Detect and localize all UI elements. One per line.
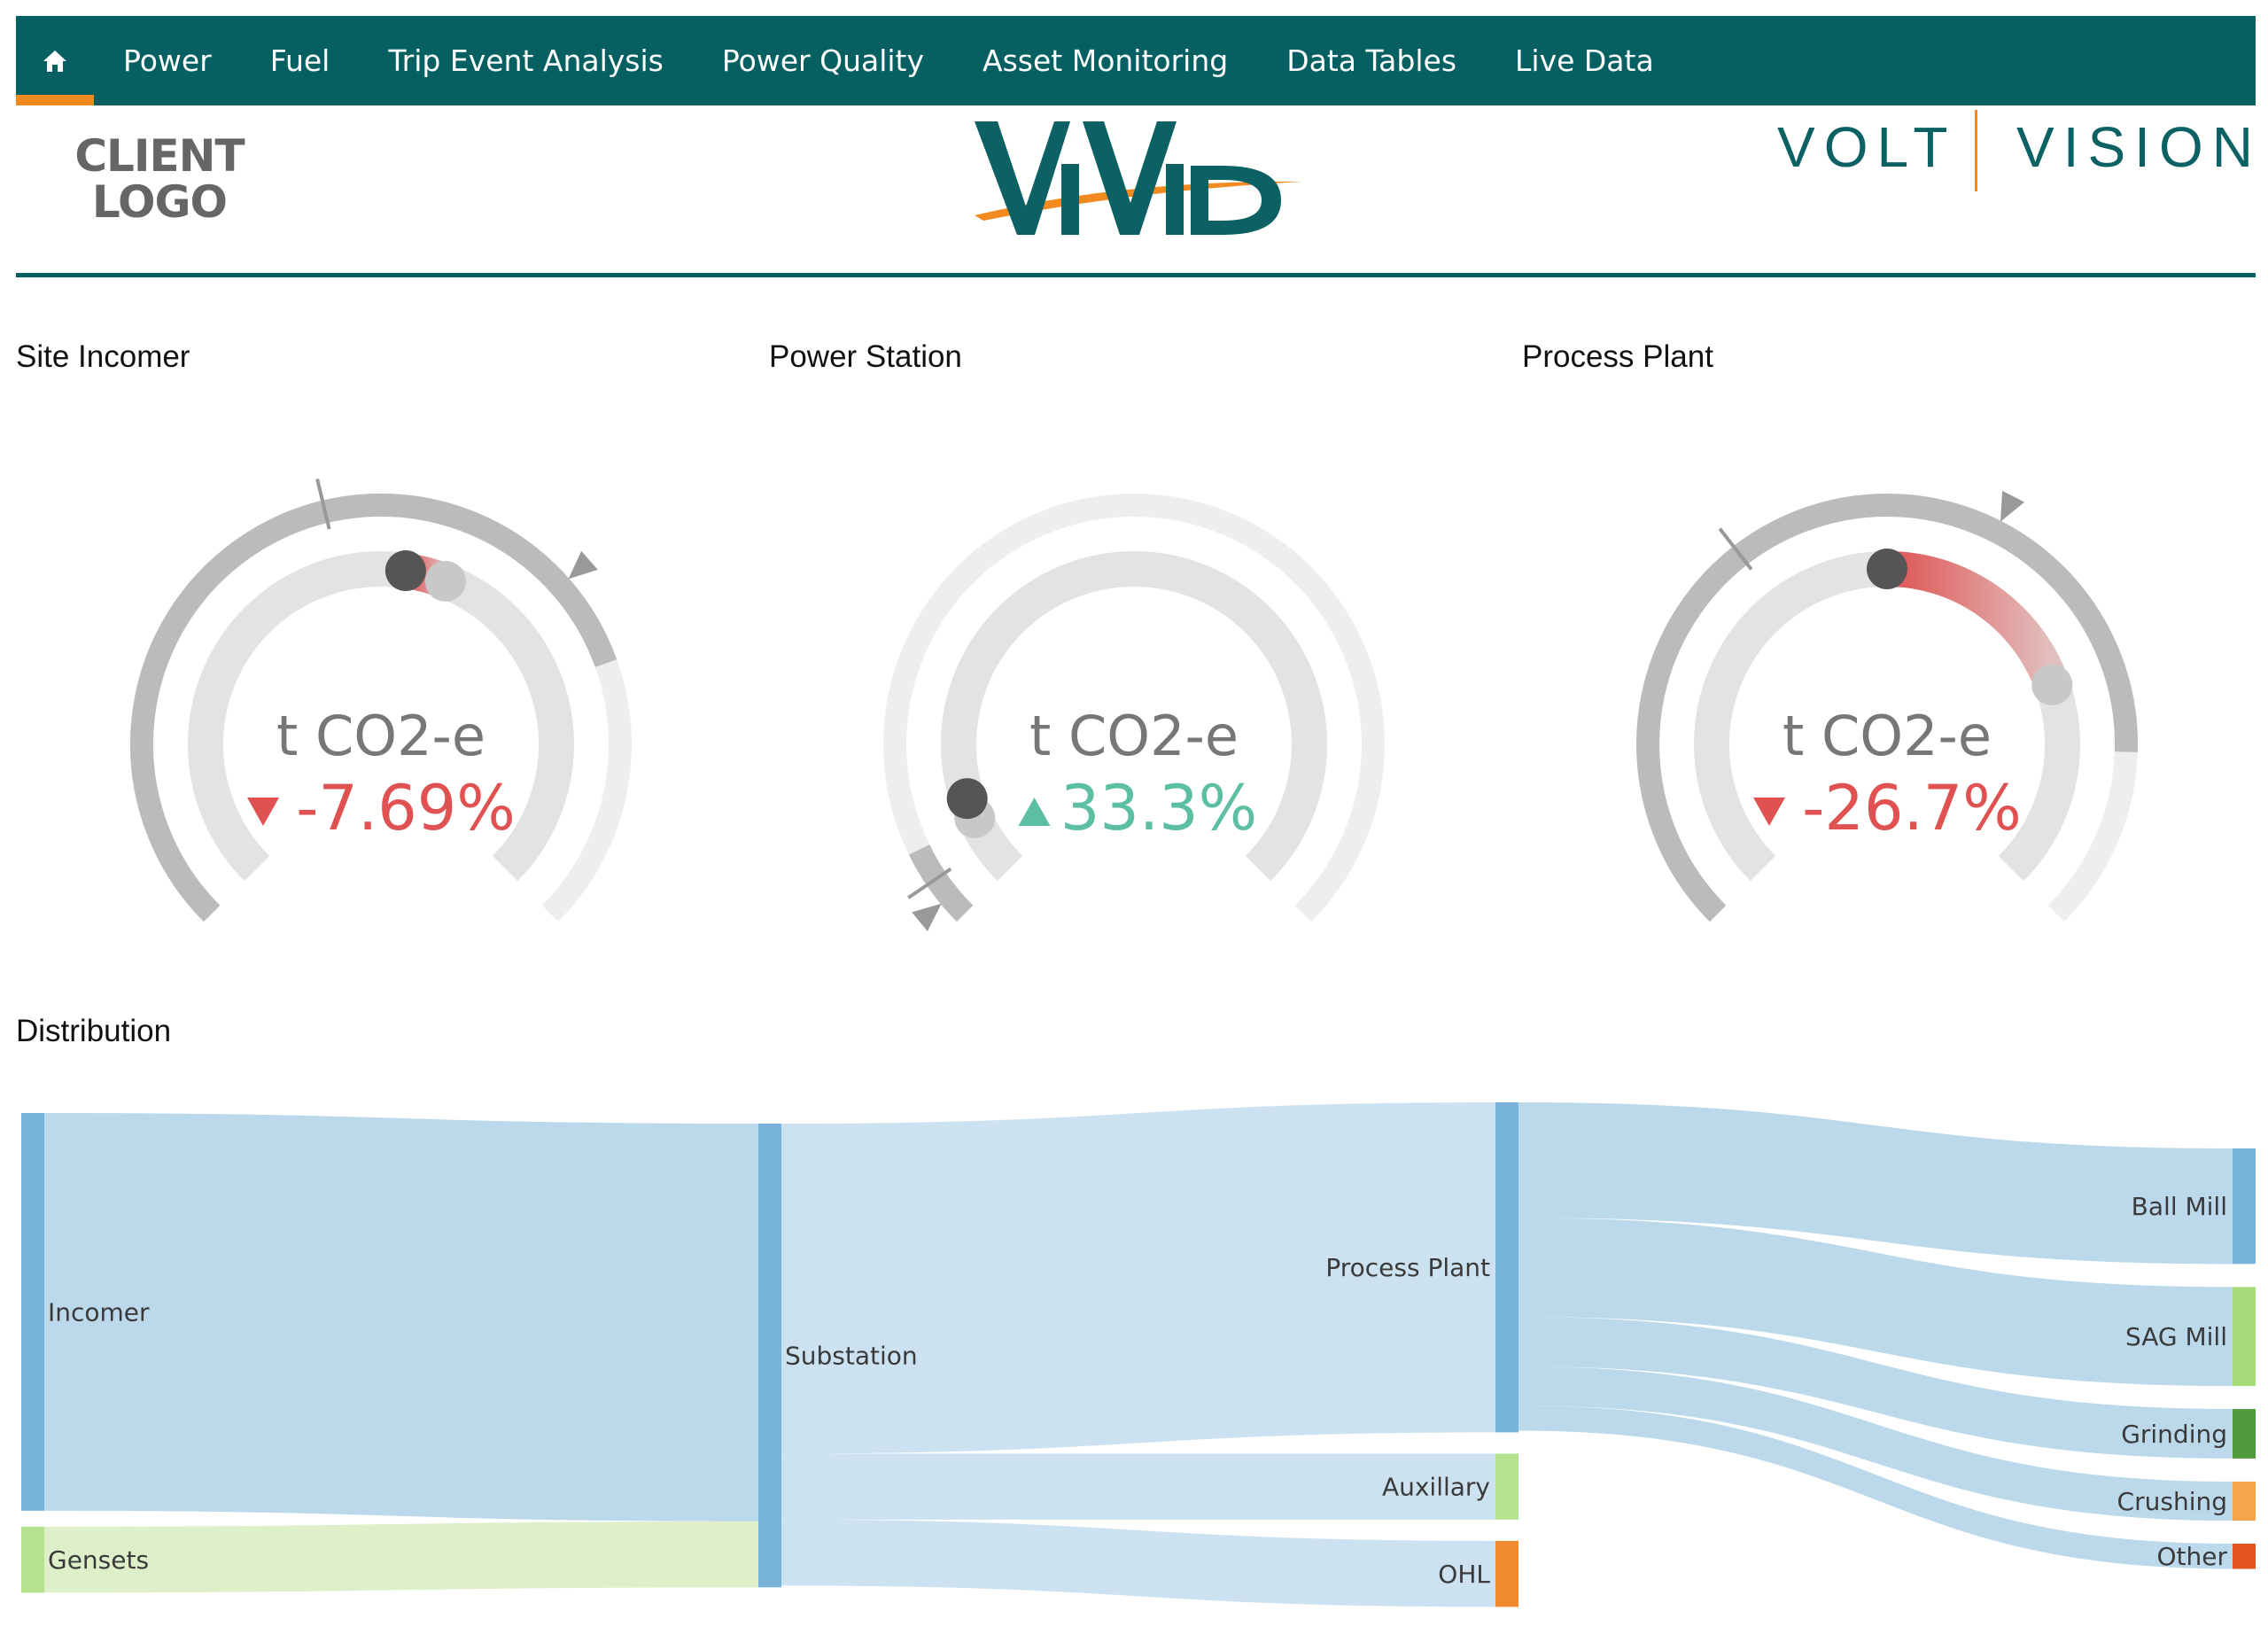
voltvision-logo: VOLT VISION: [1777, 110, 2250, 191]
nav-item-live-data[interactable]: Live Data: [1515, 43, 1654, 78]
sankey-label-gensets: Gensets: [48, 1545, 149, 1575]
gauge-change-value: 33.3%: [1060, 772, 1257, 844]
sankey-node-sag[interactable]: [2233, 1287, 2256, 1387]
arrow-up-icon: [1018, 798, 1051, 826]
volt-logo-divider: [1975, 110, 1977, 191]
gauge-unit-label: t CO2-e: [1029, 704, 1239, 768]
gauge-current-marker: [384, 549, 426, 591]
gauge-outer-fill: [1636, 494, 2138, 922]
sankey-node-incomer[interactable]: [21, 1113, 44, 1511]
nav-item-power[interactable]: Power: [123, 43, 212, 78]
home-icon: [43, 50, 66, 72]
gauge-previous-marker: [2031, 664, 2073, 705]
volt-logo-left: VOLT: [1777, 115, 1956, 179]
nav-item-fuel[interactable]: Fuel: [269, 43, 330, 78]
gauge-change-value: -7.69%: [296, 772, 516, 844]
top-nav: Power Fuel Trip Event Analysis Power Qua…: [16, 16, 2256, 105]
gauge-current-marker: [1867, 549, 1907, 589]
gauge-power-station: t CO2-e33.3%10100: [883, 494, 1385, 931]
distribution-sankey: Incomer Gensets Substation Process Plant Aux…: [21, 1102, 2256, 1607]
sankey-links: [44, 1102, 2233, 1607]
nav-home-button[interactable]: [16, 16, 94, 105]
sankey-label-crushing: Crushing: [2117, 1487, 2227, 1516]
sankey-label-aux: Auxillary: [1382, 1473, 1490, 1502]
sankey-link-process-other[interactable]: [1518, 1405, 2233, 1569]
gauge-title-process-plant: Process Plant: [1522, 339, 1713, 374]
sankey-label-other: Other: [2156, 1542, 2227, 1571]
sankey-nodes: Incomer Gensets Substation Process Plant Aux…: [21, 1102, 2256, 1607]
active-tab-indicator: [16, 95, 94, 105]
sankey-label-substation: Substation: [785, 1342, 918, 1371]
gauge-needle-tick: [1718, 527, 1753, 571]
sankey-node-ohl[interactable]: [1495, 1540, 1518, 1607]
sankey-label-incomer: Incomer: [48, 1297, 150, 1327]
sankey-link-gensets-substation[interactable]: [44, 1521, 758, 1593]
gauge-previous-marker: [424, 560, 466, 602]
sankey-label-grinding: Grinding: [2121, 1420, 2227, 1449]
gauge-needle-tick: [907, 867, 952, 899]
sankey-link-incomer-substation[interactable]: [44, 1113, 758, 1522]
sankey-link-process-ball[interactable]: [1518, 1102, 2233, 1265]
header-divider: [16, 273, 2256, 277]
sankey-link-process-sag[interactable]: [1518, 1218, 2233, 1387]
gauge-change-segment: [1886, 551, 2070, 692]
gauge-site-incomer: t CO2-e-7.69%10100: [130, 479, 632, 922]
gauge-change-value: -26.7%: [1802, 772, 2022, 844]
gauge-unit-label: t CO2-e: [276, 704, 485, 768]
distribution-title: Distribution: [16, 1014, 172, 1048]
sankey-label-sag: SAG Mill: [2125, 1322, 2227, 1351]
sankey-label-process: Process Plant: [1325, 1253, 1490, 1282]
gauge-title-power-station: Power Station: [769, 339, 962, 374]
sankey-label-ball: Ball Mill: [2132, 1192, 2227, 1221]
gauge-inner-track: [188, 550, 574, 882]
sankey-link-substation-ohl[interactable]: [781, 1519, 1495, 1607]
gauge-current-marker: [946, 778, 988, 820]
arrow-down-icon: [1753, 798, 1785, 826]
gauge-outer-fill: [908, 844, 974, 922]
sankey-node-process[interactable]: [1495, 1102, 1518, 1433]
nav-item-data-tables[interactable]: Data Tables: [1286, 43, 1457, 78]
gauge-target-triangle: [912, 903, 942, 931]
gauge-target-triangle: [2000, 490, 2025, 522]
gauge-inner-track: [941, 550, 1327, 882]
nav-item-trip-event-analysis[interactable]: Trip Event Analysis: [388, 43, 664, 78]
gauge-outer-track: [883, 494, 1385, 922]
sankey-node-ball[interactable]: [2233, 1148, 2256, 1265]
client-logo: CLIENT LOGO: [71, 133, 248, 225]
sankey-link-substation-process[interactable]: [781, 1102, 1495, 1454]
gauge-outer-fill: [130, 493, 617, 922]
nav-item-asset-monitoring[interactable]: Asset Monitoring: [983, 43, 1229, 78]
sankey-node-aux[interactable]: [1495, 1453, 1518, 1520]
sankey-node-gensets[interactable]: [21, 1526, 44, 1593]
gauge-target-triangle: [568, 550, 598, 580]
sankey-node-substation[interactable]: [758, 1124, 781, 1588]
gauge-needle-tick: [315, 479, 331, 530]
sankey-link-substation-aux[interactable]: [781, 1453, 1495, 1520]
sankey-link-process-crushing[interactable]: [1518, 1366, 2233, 1522]
gauge-process-plant: t CO2-e-26.7%10100: [1636, 490, 2138, 922]
sankey-link-process-grinding[interactable]: [1518, 1317, 2233, 1459]
gauge-title-site-incomer: Site Incomer: [16, 339, 190, 374]
nav-item-power-quality[interactable]: Power Quality: [721, 43, 925, 78]
arrow-down-icon: [247, 798, 279, 826]
sankey-node-crushing[interactable]: [2233, 1481, 2256, 1522]
gauge-unit-label: t CO2-e: [1783, 704, 1992, 768]
client-logo-line1: CLIENT: [74, 130, 245, 182]
sankey-label-ohl: OHL: [1438, 1560, 1490, 1589]
client-logo-line2: LOGO: [91, 176, 228, 228]
volt-logo-right: VISION: [2016, 115, 2250, 179]
sankey-node-grinding[interactable]: [2233, 1409, 2256, 1459]
vivid-logo: [975, 121, 1302, 235]
sankey-node-other[interactable]: [2233, 1544, 2256, 1569]
